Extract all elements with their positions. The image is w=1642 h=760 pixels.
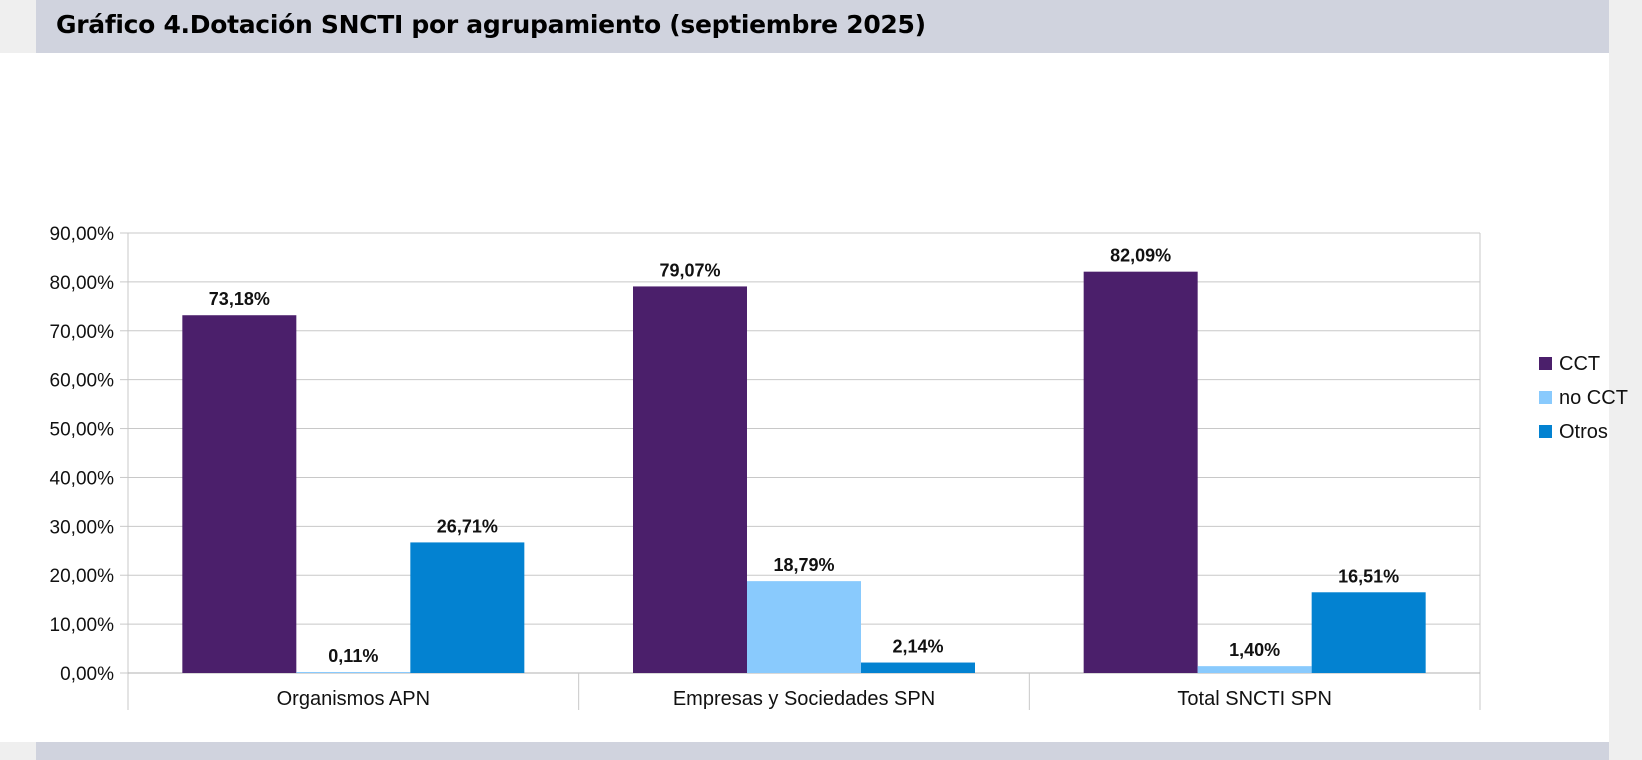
y-tick-label: 50,00% [50, 420, 115, 441]
bar [1311, 592, 1426, 673]
chart-title: Gráfico 4.Dotación SNCTI por agrupamient… [56, 10, 926, 39]
data-label: 1,40% [1229, 640, 1280, 660]
legend-label: no CCT [1559, 387, 1628, 409]
legend: CCT no CCT Otros [1539, 353, 1628, 443]
y-tick-label: 70,00% [50, 322, 115, 343]
data-label: 82,09% [1110, 246, 1171, 266]
y-tick-label: 80,00% [50, 273, 115, 294]
bar [633, 286, 747, 673]
x-category-label: Organismos APN [277, 688, 430, 710]
x-category-label: Total SNCTI SPN [1177, 688, 1331, 710]
data-label: 0,11% [328, 646, 378, 666]
y-tick-label: 0,00% [60, 664, 114, 685]
y-tick-label: 20,00% [50, 566, 115, 587]
bar [296, 672, 411, 673]
y-tick-label: 30,00% [50, 517, 115, 538]
data-label: 16,51% [1338, 566, 1399, 586]
data-label: 79,07% [659, 260, 720, 280]
legend-swatch [1539, 391, 1552, 404]
legend-swatch [1539, 425, 1552, 438]
bar [182, 315, 297, 673]
legend-label: CCT [1559, 353, 1600, 375]
legend-swatch [1539, 357, 1552, 370]
y-tick-label: 90,00% [50, 224, 115, 245]
y-tick-label: 60,00% [50, 371, 115, 392]
y-tick-label: 10,00% [50, 615, 115, 636]
x-category-label: Empresas y Sociedades SPN [673, 688, 935, 710]
bar [410, 542, 525, 673]
legend-label: Otros [1559, 421, 1608, 443]
y-tick-label: 40,00% [50, 468, 115, 489]
bar [1197, 666, 1312, 673]
data-label: 26,71% [437, 516, 498, 536]
footer-bar [36, 742, 1609, 760]
bar [1083, 271, 1198, 673]
bar [861, 662, 975, 673]
data-label: 2,14% [892, 637, 943, 657]
data-label: 18,79% [773, 555, 834, 575]
title-bar: Gráfico 4.Dotación SNCTI por agrupamient… [36, 0, 1609, 53]
data-label: 73,18% [209, 289, 270, 309]
bar [747, 581, 861, 673]
